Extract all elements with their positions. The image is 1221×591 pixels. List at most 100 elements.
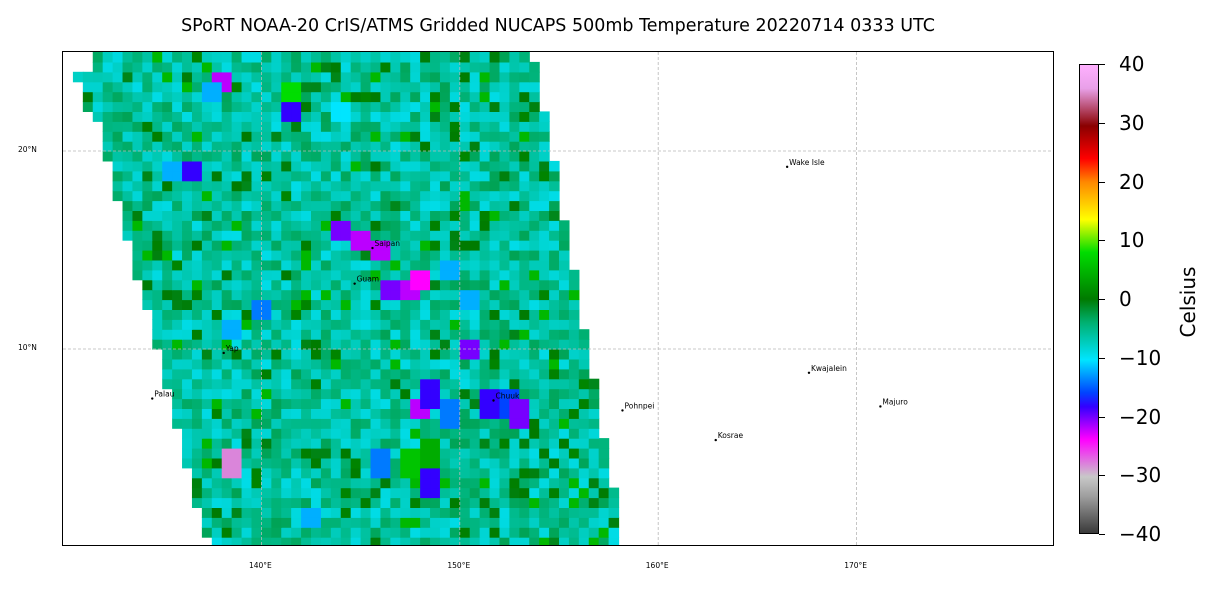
swath-cell [122, 160, 134, 172]
swath-cell [201, 418, 213, 429]
swath-cell [459, 52, 471, 63]
swath-cell [350, 250, 362, 261]
swath-cell [519, 487, 530, 499]
swath-cell [201, 358, 213, 370]
swath-cell [162, 378, 173, 390]
swath-cell [102, 71, 114, 83]
swath-cell [598, 527, 610, 538]
swath-cell [231, 517, 243, 528]
swath-cell [559, 230, 570, 241]
swath-cell [311, 170, 322, 182]
swath-cell [529, 190, 540, 202]
swath-cell [449, 418, 461, 429]
swath-cell [509, 349, 520, 360]
swath-cell [142, 52, 153, 63]
swath-cell [281, 349, 292, 360]
swath-cell [549, 457, 560, 469]
swath-cell [350, 349, 362, 360]
swath-cell [291, 111, 302, 122]
swath-cell [251, 438, 262, 449]
swath-cell [568, 339, 580, 350]
swath-cell [261, 537, 272, 545]
swath-cell [162, 240, 173, 251]
swath-cell [529, 160, 540, 172]
swath-cell [340, 52, 352, 63]
swath-cell [112, 101, 124, 112]
swath-cell [241, 210, 253, 221]
swath-cell [608, 487, 620, 499]
colorbar-label: Celsius [1176, 266, 1200, 338]
swath-cell [162, 329, 173, 340]
swath-cell [380, 408, 391, 419]
swath-cell [509, 269, 520, 281]
swath-cell [549, 160, 560, 172]
swath-cell [340, 101, 352, 112]
swath-cell [499, 497, 510, 508]
swath-cell [350, 438, 362, 449]
swath-cell [340, 250, 352, 261]
swath-cell [172, 200, 183, 211]
swath-cell [529, 151, 540, 162]
swath-cell [400, 329, 411, 340]
swath-cell [509, 398, 520, 409]
swath-cell [479, 368, 491, 380]
swath-cell [529, 358, 540, 370]
swath-cell [162, 299, 173, 310]
swath-cell [211, 151, 223, 162]
swath-cell [390, 190, 401, 202]
swath-cell [112, 151, 124, 162]
swath-cell [380, 289, 391, 301]
swath-cell [499, 398, 510, 409]
swath-cell [380, 141, 391, 152]
swath-cell [92, 81, 104, 93]
swath-cell [459, 279, 471, 291]
swath-cell [291, 487, 302, 499]
swath-cell [430, 250, 441, 261]
swath-cell [152, 220, 163, 231]
swath-cell [201, 299, 213, 310]
swath-cell [350, 210, 362, 221]
swath-cell [142, 250, 153, 261]
swath-cell [291, 358, 302, 370]
swath-cell [588, 428, 600, 439]
swath-cell [281, 378, 292, 390]
swath-cell [340, 309, 352, 320]
swath-cell [251, 408, 262, 419]
swath-cell [191, 497, 203, 508]
swath-cell [380, 368, 391, 380]
swath-cell [509, 101, 520, 112]
swath-cell [519, 378, 530, 390]
swath-cell [568, 309, 580, 320]
swath-cell [479, 170, 491, 182]
island-marker [714, 438, 717, 442]
swath-cell [132, 52, 143, 63]
swath-cell [380, 428, 391, 439]
swath-cell [489, 151, 501, 162]
swath-cell [549, 358, 560, 370]
place-label: Palau [154, 390, 174, 399]
swath-cell [231, 180, 243, 192]
swath-cell [499, 408, 510, 419]
swath-cell [172, 289, 183, 301]
swath-cell [251, 71, 262, 83]
swath-cell [439, 190, 451, 202]
colorbar-tick-label: −40 [1119, 522, 1162, 546]
swath-cell [410, 507, 421, 518]
swath-cell [291, 368, 302, 380]
swath-cell [271, 141, 282, 152]
swath-cell [400, 358, 411, 370]
swath-cell [320, 91, 332, 103]
swath-cell [162, 61, 173, 73]
swath-cell [519, 448, 530, 459]
swath-cell [539, 160, 550, 172]
swath-cell [330, 111, 342, 122]
swath-cell [201, 269, 213, 281]
swath-cell [281, 121, 292, 132]
swath-cell [201, 151, 213, 162]
swath-cell [430, 200, 441, 211]
swath-cell [400, 269, 411, 281]
swath-cell [539, 467, 550, 479]
swath-cell [489, 527, 501, 538]
swath-cell [261, 230, 272, 241]
swath-cell [549, 230, 560, 241]
